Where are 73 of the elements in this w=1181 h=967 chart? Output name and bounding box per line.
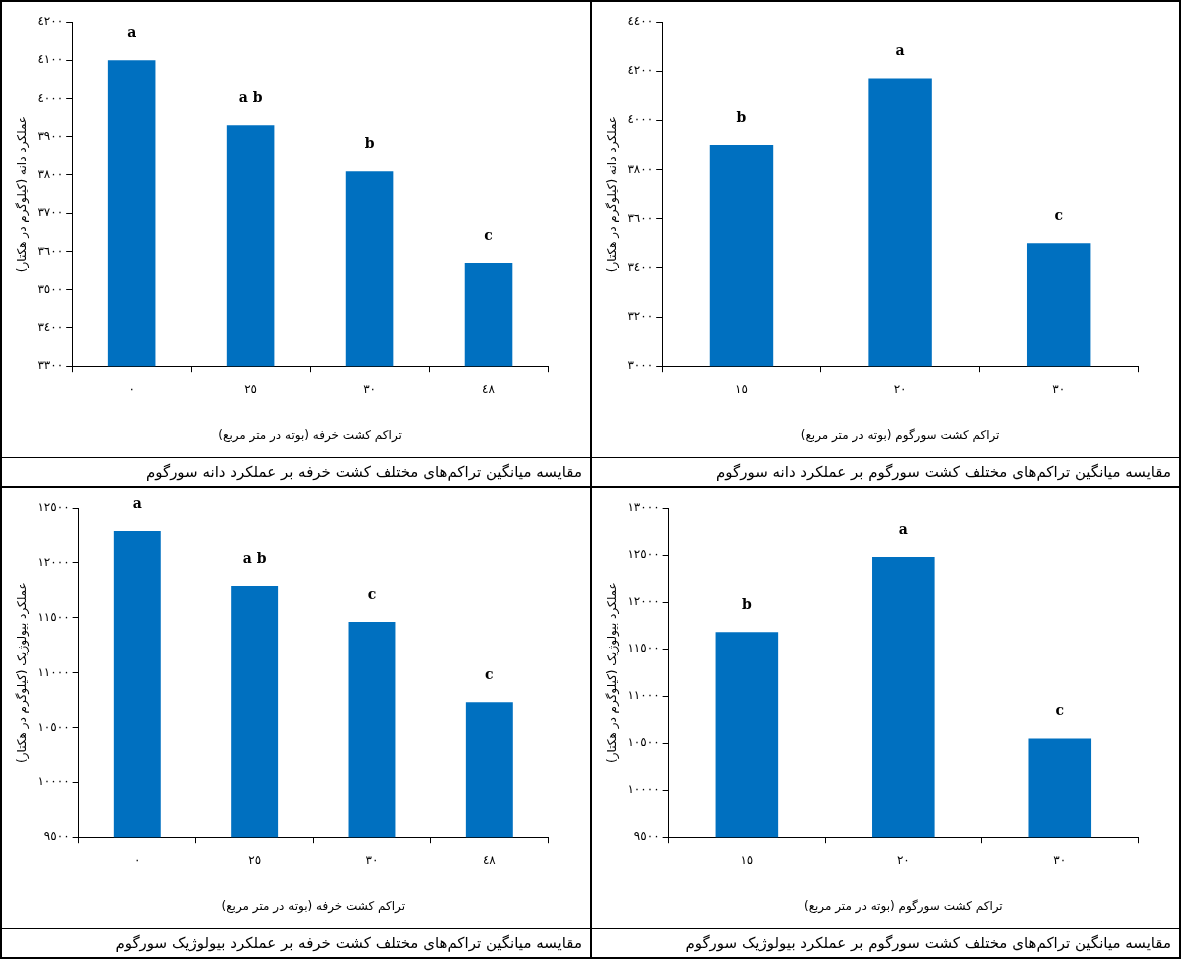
y-tick-label: ١٠٠٠٠ [627,782,660,797]
data-label: c [1054,206,1063,223]
y-tick-label: ٣٦٠٠ [627,210,654,225]
y-tick-label: ٤٢٠٠ [37,14,64,29]
data-label: a [895,42,905,59]
y-tick-label: ١١٥٠٠ [37,609,70,624]
y-tick-label: ٤٢٠٠ [627,63,654,78]
y-axis-title: عملکرد دانه (کیلوگرم در هکتار) [605,116,621,273]
data-label: c [1055,702,1065,719]
y-tick-label: ٣٠٠٠ [627,358,654,373]
y-tick-label: ٩٥٠٠ [633,829,660,844]
text: مقایسه میانگین تراکم‌های مختلف کشت خرفه بر عملکرد دانه سورگوم [2,457,590,486]
y-axis-title: عملکرد بیولوژیک (کیلوگرم در هکتار) [605,582,621,763]
y-tick-label: ١٣٠٠٠ [627,500,660,515]
y-tick-label: ٣٨٠٠ [627,161,654,176]
y-tick-label: ٣٦٠٠ [37,243,64,258]
data-label: c [484,226,493,243]
y-tick-label: ١٠٥٠٠ [37,719,70,734]
data-label: c [367,585,377,602]
text: مقایسه میانگین تراکم‌های مختلف کشت سورگوم بر عملکرد دانه سورگوم [592,457,1179,486]
data-label: b [736,108,747,125]
x-tick-label: ٢٠ [893,381,907,396]
y-tick-label: ١٢٥٠٠ [37,500,70,515]
y-tick-label: ١١٥٠٠ [627,641,660,656]
data-label: b [741,595,752,612]
y-tick-label: ٣٨٠٠ [37,167,64,182]
text: مقایسه میانگین تراکم‌های مختلف کشت خرفه بر عملکرد بیولوژیک سورگوم [2,928,590,957]
text: مقایسه میانگین تراکم‌های مختلف کشت سورگوم بر عملکرد بیولوژیک سورگوم [592,928,1179,957]
data-label: a [132,494,142,511]
x-tick-label: ٣٠ [363,381,377,396]
x-tick-label: ٢٥ [248,852,262,867]
y-tick-label: ٤١٠٠ [37,52,64,67]
y-tick-label: ١٢٥٠٠ [627,547,660,562]
x-tick-label: ١٥ [735,381,748,396]
y-tick-label: ١٢٠٠٠ [627,594,660,609]
data-label: c [485,665,494,682]
y-tick-label: ٣٢٠٠ [627,309,654,324]
x-tick-label: ٤٨ [482,381,496,396]
y-tick-label: ٩٥٠٠ [43,829,70,844]
x-tick-label: ٣٠ [1053,852,1067,867]
y-tick-label: ٤٤٠٠ [627,14,654,29]
data-label: a b [238,88,263,105]
x-tick-label: ٤٨ [482,852,497,867]
y-tick-label: ١٠٠٠٠ [37,774,70,789]
y-tick-label: ٤٠٠٠ [37,90,64,105]
x-tick-label: ٢٥ [244,381,258,396]
y-axis-title: عملکرد بیولوژیک (کیلوگرم در هکتار) [15,582,31,763]
y-tick-label: ١٢٠٠٠ [37,554,70,569]
y-tick-label: ١١٠٠٠ [627,688,660,703]
y-tick-label: ٣٧٠٠ [37,205,64,220]
x-axis-title: تراکم کشت خرفه (بوته در متر مربع) [221,898,406,914]
y-tick-label: ٣٤٠٠ [627,259,654,274]
x-tick-label: ٠ [134,852,141,867]
x-axis-title: تراکم کشت خرفه (بوته در متر مربع) [218,427,402,443]
y-tick-label: ٣٣٠٠ [37,358,64,373]
x-tick-label: ٣٠ [365,852,379,867]
y-axis-title: عملکرد دانه (کیلوگرم در هکتار) [15,116,31,273]
data-label: a [898,520,908,537]
x-axis-title: تراکم کشت سورگوم (بوته در متر مربع) [803,898,1003,914]
data-label: a b [242,549,267,566]
x-tick-label: ٣٠ [1052,381,1066,396]
x-axis-title: تراکم کشت سورگوم (بوته در متر مربع) [800,427,1000,443]
x-tick-label: ١٥ [740,852,754,867]
x-tick-label: ٠ [128,381,135,396]
y-tick-label: ١١٠٠٠ [37,664,70,679]
y-tick-label: ٤٠٠٠ [627,112,654,127]
data-label: a [127,23,137,40]
x-tick-label: ٢٠ [896,852,910,867]
y-tick-label: ١٠٥٠٠ [627,735,660,750]
y-tick-label: ٣٤٠٠ [37,320,64,335]
y-tick-label: ٣٥٠٠ [37,281,64,296]
y-tick-label: ٣٩٠٠ [37,128,64,143]
data-label: b [364,134,375,151]
